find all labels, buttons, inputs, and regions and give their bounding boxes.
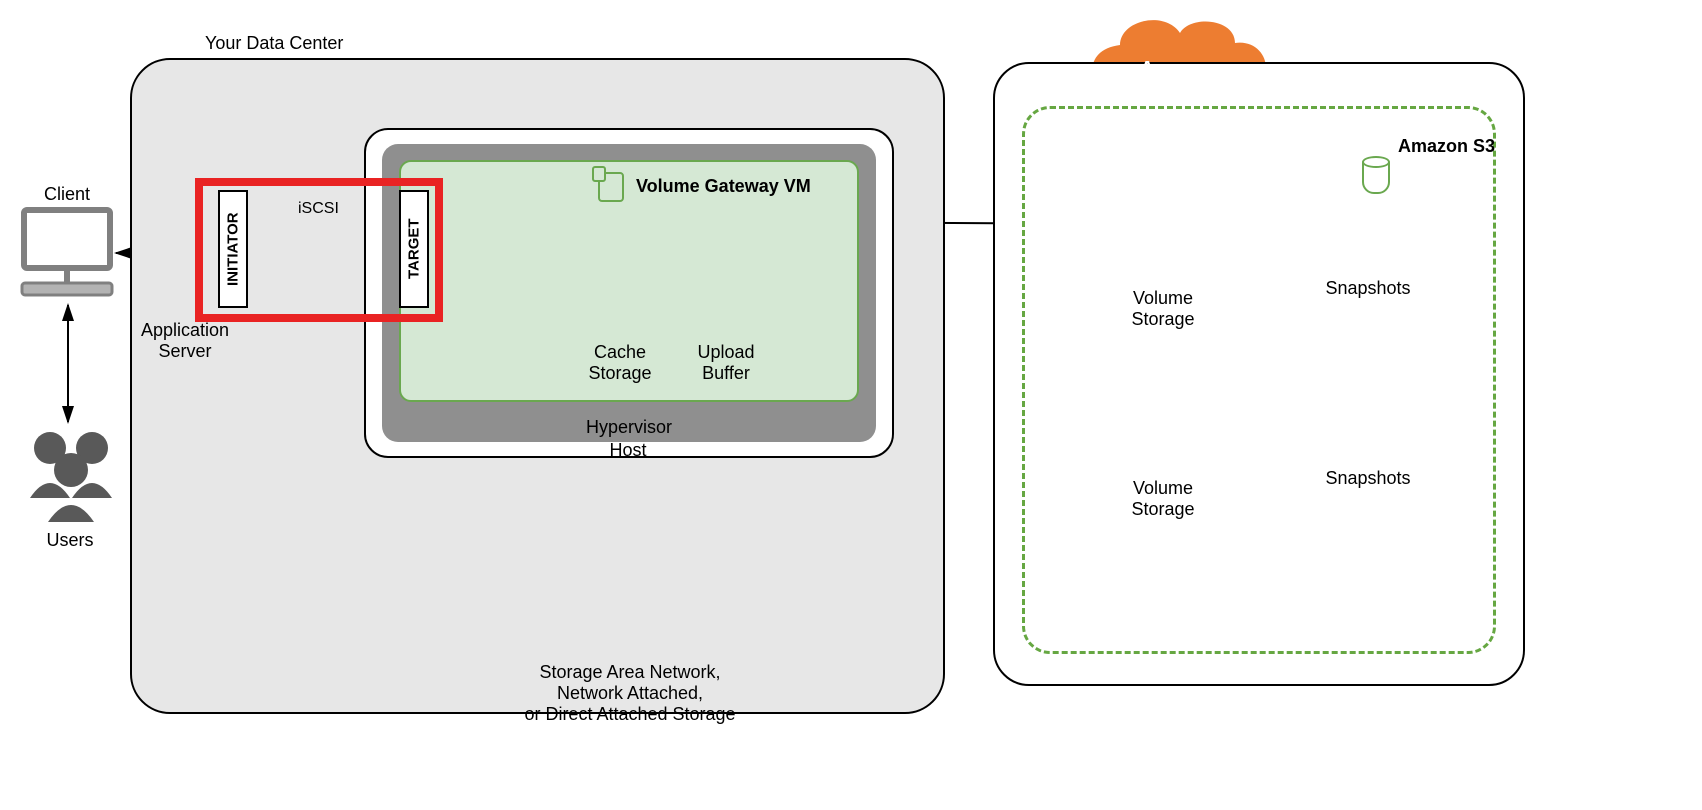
upload-buffer-label: Upload Buffer xyxy=(680,342,772,384)
vm-icon xyxy=(598,172,624,202)
users-label: Users xyxy=(30,530,110,551)
snap2-label: Snapshots xyxy=(1308,468,1428,489)
s3-label: Amazon S3 xyxy=(1398,136,1495,157)
s3-bucket-icon xyxy=(1362,162,1390,194)
highlight-redbox xyxy=(195,178,443,322)
client-label: Client xyxy=(20,184,114,205)
aws-inner-box xyxy=(1022,106,1496,654)
hypervisor-label: Hypervisor xyxy=(586,417,672,438)
vol2-label: Volume Storage xyxy=(1118,478,1208,520)
cache-storage-label: Cache Storage xyxy=(574,342,666,384)
amazon-cloud-label: Amazon xyxy=(1140,58,1218,81)
san-label: Storage Area Network, Network Attached, … xyxy=(480,662,780,725)
vol1-label: Volume Storage xyxy=(1118,288,1208,330)
host-label: Host xyxy=(588,440,668,461)
users-icon xyxy=(30,432,112,522)
client-icon xyxy=(22,210,112,295)
app-server-label: Application Server xyxy=(130,320,240,362)
vm-title: Volume Gateway VM xyxy=(636,176,811,197)
snap1-label: Snapshots xyxy=(1308,278,1428,299)
datacenter-title: Your Data Center xyxy=(205,33,343,54)
